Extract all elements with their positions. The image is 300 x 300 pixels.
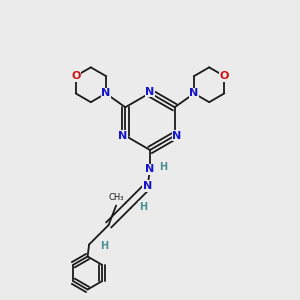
Text: H: H	[100, 241, 108, 251]
Text: N: N	[146, 164, 154, 175]
Text: N: N	[143, 181, 152, 191]
Text: N: N	[190, 88, 199, 98]
Text: O: O	[220, 71, 229, 81]
Text: CH₃: CH₃	[108, 194, 124, 202]
Text: N: N	[172, 131, 182, 141]
Text: O: O	[71, 71, 80, 81]
Text: H: H	[159, 162, 168, 172]
Text: N: N	[101, 88, 110, 98]
Text: N: N	[146, 86, 154, 97]
Text: H: H	[139, 202, 147, 212]
Text: N: N	[118, 131, 128, 141]
